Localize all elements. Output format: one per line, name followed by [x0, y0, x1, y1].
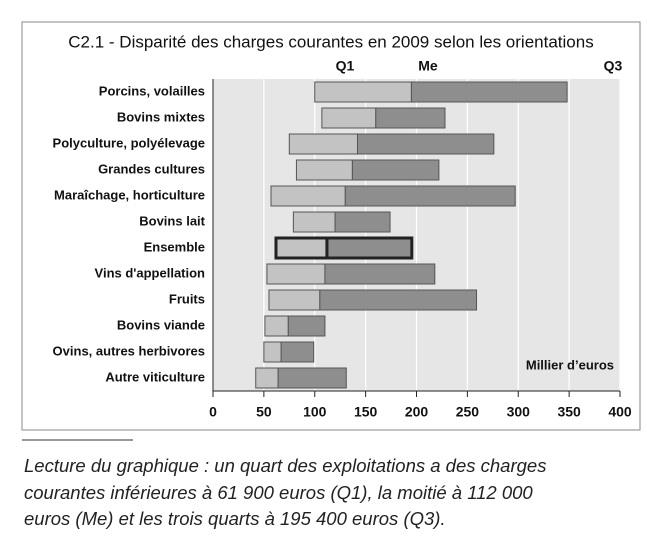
x-tick-label: 0: [209, 404, 217, 420]
x-tick-label: 50: [256, 404, 272, 420]
category-label: Ensemble: [144, 239, 205, 254]
upper-quartile-segment: [277, 367, 347, 389]
category-label: Bovins mixtes: [117, 109, 205, 124]
frame: [21, 21, 641, 431]
upper-quartile-segment: [324, 263, 436, 285]
lower-quartile-segment: [274, 236, 329, 260]
category-label: Fruits: [169, 291, 205, 306]
category-label: Grandes cultures: [98, 161, 205, 176]
upper-quartile-segment: [287, 315, 326, 337]
lower-quartile-segment: [295, 159, 353, 181]
column-label: Q3: [604, 58, 623, 74]
lower-quartile-segment: [268, 289, 321, 311]
lower-quartile-segment: [321, 107, 377, 129]
upper-quartile-segment: [351, 159, 440, 181]
lower-quartile-segment: [288, 133, 358, 155]
lower-quartile-segment: [266, 263, 326, 285]
lower-quartile-segment: [255, 367, 279, 389]
category-label: Polyculture, polyélevage: [53, 135, 205, 150]
x-tick-label: 400: [608, 404, 632, 420]
note-line: euros (Me) et les trois quarts à 195 400…: [24, 508, 446, 529]
category-label: Vins d'appellation: [95, 265, 206, 280]
chart-title: C2.1 - Disparité des charges courantes e…: [68, 32, 593, 51]
upper-quartile-segment: [356, 133, 495, 155]
upper-quartile-segment: [319, 289, 478, 311]
lower-quartile-segment: [314, 81, 412, 103]
lower-quartile-segment: [263, 341, 282, 363]
category-label: Porcins, volailles: [99, 83, 205, 98]
upper-quartile-segment: [280, 341, 315, 363]
column-label: Q1: [336, 58, 355, 74]
category-label: Ovins, autres herbivores: [53, 343, 205, 358]
lower-quartile-segment: [270, 185, 346, 207]
category-label: Bovins viande: [117, 317, 205, 332]
upper-quartile-segment: [325, 236, 414, 260]
category-label: Autre viticulture: [105, 369, 205, 384]
category-label: Maraîchage, horticulture: [54, 187, 205, 202]
x-tick-label: 250: [456, 404, 480, 420]
category-label: Bovins lait: [139, 213, 205, 228]
upper-quartile-segment: [410, 81, 568, 103]
note-line: Lecture du graphique : un quart des expl…: [24, 455, 546, 476]
x-tick-label: 350: [557, 404, 581, 420]
x-tick-label: 100: [303, 404, 327, 420]
lower-quartile-segment: [264, 315, 289, 337]
x-tick-label: 150: [354, 404, 378, 420]
x-tick-label: 300: [507, 404, 531, 420]
note-line: courantes inférieures à 61 900 euros (Q1…: [24, 482, 533, 503]
lower-quartile-segment: [292, 211, 336, 233]
x-tick-label: 200: [405, 404, 429, 420]
column-label: Me: [418, 58, 438, 74]
upper-quartile-segment: [334, 211, 391, 233]
upper-quartile-segment: [375, 107, 446, 129]
unit-label: Millier d’euros: [526, 357, 614, 372]
upper-quartile-segment: [344, 185, 516, 207]
